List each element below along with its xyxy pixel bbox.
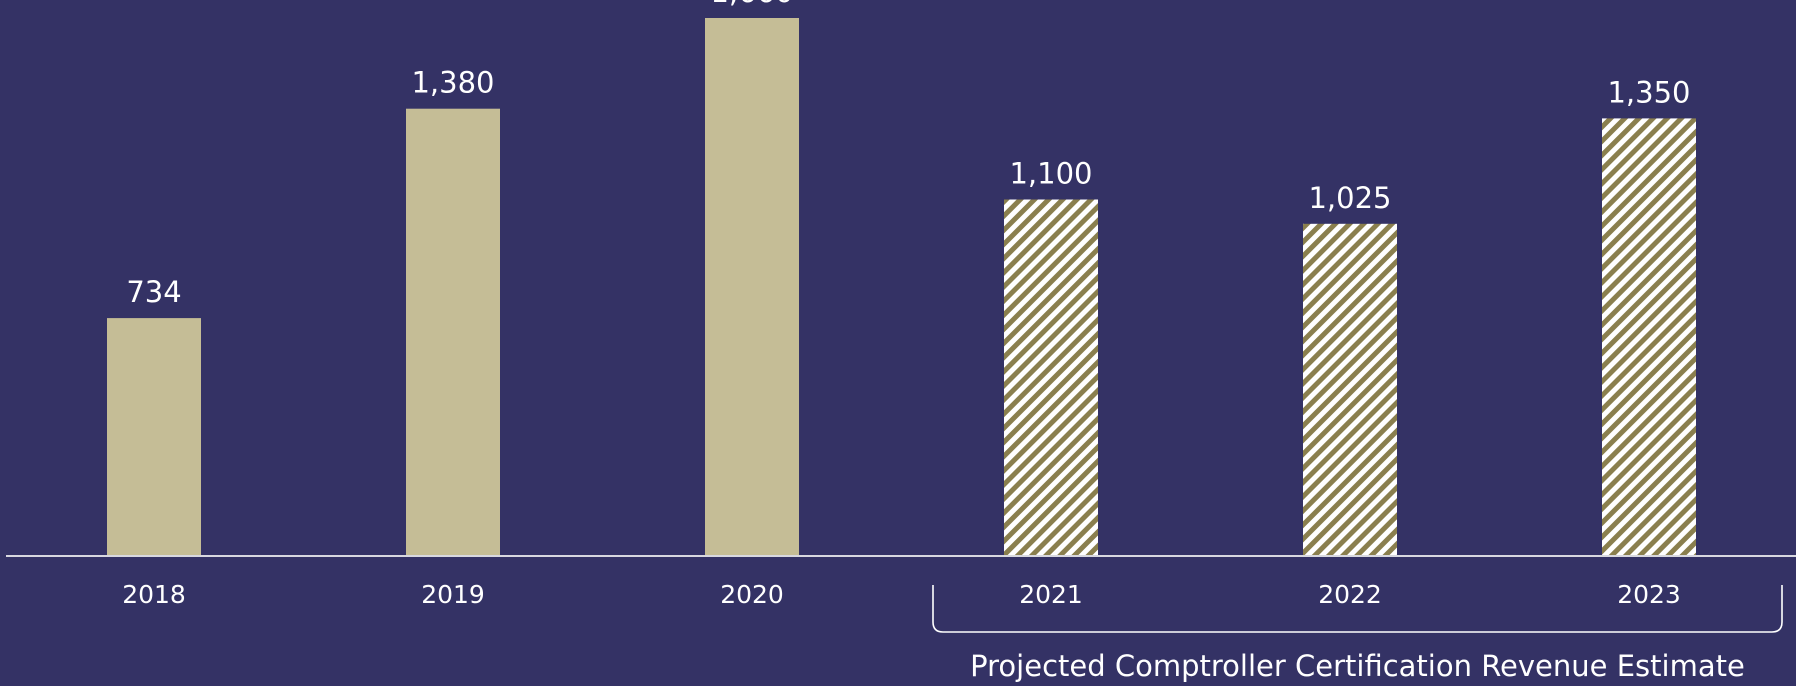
bar-2019: [406, 108, 500, 556]
x-tick-label-2023: 2023: [1617, 580, 1681, 609]
bar-2023: [1602, 118, 1696, 557]
bar-2021: [1004, 199, 1098, 556]
value-label-2023: 1,350: [1607, 75, 1690, 109]
x-tick-label-2021: 2021: [1019, 580, 1083, 609]
value-label-2022: 1,025: [1308, 181, 1391, 215]
x-tick-label-2022: 2022: [1318, 580, 1382, 609]
bar-2018: [107, 318, 201, 556]
x-tick-labels: 2018 2019 2020 2021 2022 2023: [122, 580, 1681, 609]
bar-2022: [1303, 223, 1397, 557]
x-tick-label-2020: 2020: [720, 580, 784, 609]
value-label-2018: 734: [126, 275, 181, 309]
value-labels: 734 1,380 1,660 1,100 1,025 1,350: [126, 0, 1690, 309]
projection-bracket-label: Projected Comptroller Certification Reve…: [970, 649, 1745, 683]
value-label-2019: 1,380: [411, 66, 494, 100]
x-tick-label-2018: 2018: [122, 580, 186, 609]
bars: [107, 18, 1696, 557]
bar-2020: [705, 18, 799, 556]
x-tick-label-2019: 2019: [421, 580, 485, 609]
projection-bracket: [932, 585, 1783, 633]
value-label-2021: 1,100: [1009, 157, 1092, 191]
value-label-2020: 1,660: [710, 0, 793, 9]
